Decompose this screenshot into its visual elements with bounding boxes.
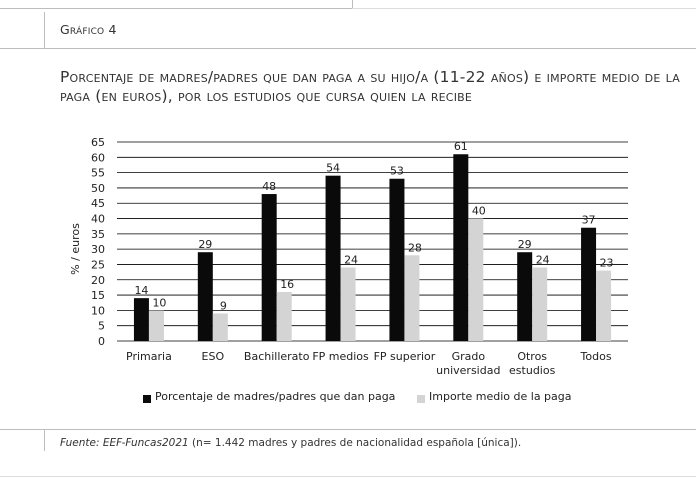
y-tick-label: 20 bbox=[91, 274, 105, 287]
legend-item-series2: Importe medio de la paga bbox=[417, 390, 572, 403]
data-label-series2: 9 bbox=[220, 299, 227, 312]
y-tick-label: 25 bbox=[91, 258, 105, 271]
y-tick-label: 50 bbox=[91, 182, 105, 195]
bar-series2 bbox=[596, 270, 612, 341]
x-tick-label: estudios bbox=[509, 364, 556, 377]
legend: Porcentaje de madres/padres que dan paga… bbox=[0, 390, 696, 408]
x-tick-label: Todos bbox=[580, 350, 612, 363]
footer-rule bbox=[0, 429, 696, 430]
y-tick-label: 15 bbox=[91, 289, 105, 302]
chart-title: Porcentaje de madres/padres que dan paga… bbox=[60, 68, 680, 105]
x-tick-label: ESO bbox=[202, 350, 225, 363]
data-label-series1: 54 bbox=[326, 162, 340, 175]
y-tick-label: 60 bbox=[91, 151, 105, 164]
bar-series1 bbox=[133, 298, 149, 341]
grid-lines bbox=[117, 141, 628, 342]
data-label-series1: 48 bbox=[262, 180, 276, 193]
bar-series1 bbox=[325, 175, 341, 341]
data-label-series1: 53 bbox=[390, 165, 404, 178]
data-label-series1: 29 bbox=[198, 238, 212, 251]
legend-swatch-series1 bbox=[143, 395, 151, 403]
y-tick-label: 0 bbox=[98, 335, 105, 348]
bar-series2 bbox=[468, 218, 484, 341]
source-text: (n= 1.442 madres y padres de nacionalida… bbox=[188, 437, 522, 449]
x-axis-ticks: Primaria ESO Bachillerato FP medios FP super… bbox=[126, 350, 612, 377]
x-tick-label: Primaria bbox=[126, 350, 172, 363]
source-note: Fuente: EEF-Funcas2021 (n= 1.442 madres … bbox=[60, 437, 521, 449]
bar-series1 bbox=[517, 252, 533, 341]
legend-label-series2: Importe medio de la paga bbox=[429, 390, 572, 403]
data-label-series2: 28 bbox=[408, 241, 422, 254]
y-tick-label: 65 bbox=[91, 136, 105, 149]
bar-series1 bbox=[453, 154, 469, 341]
top-rule-right bbox=[352, 8, 696, 9]
y-axis-ticks: 0 5 10 15 20 25 30 35 40 45 50 55 60 65 bbox=[91, 136, 105, 348]
header-rule bbox=[0, 48, 696, 49]
data-label-series2: 24 bbox=[536, 254, 550, 267]
bar-series2 bbox=[404, 255, 420, 341]
x-tick-label: Otros bbox=[517, 350, 547, 363]
top-divider-left bbox=[352, 0, 353, 8]
legend-item-series1: Porcentaje de madres/padres que dan paga bbox=[143, 390, 395, 403]
y-tick-label: 5 bbox=[98, 320, 105, 333]
bar-series2 bbox=[276, 292, 292, 341]
y-tick-label: 45 bbox=[91, 197, 105, 210]
x-tick-label: FP superior bbox=[374, 350, 436, 363]
bar-chart: 14 10 29 9 48 16 54 24 53 28 61 40 29 24 37 23 0 5 10 15 20… bbox=[69, 136, 628, 377]
data-label-series2: 40 bbox=[472, 205, 486, 218]
data-label-series2: 10 bbox=[152, 296, 166, 309]
bar-series2 bbox=[532, 267, 548, 341]
x-tick-label: FP medios bbox=[312, 350, 369, 363]
data-labels: 14 10 29 9 48 16 54 24 53 28 61 40 29 24 37 23 bbox=[134, 140, 613, 312]
y-tick-label: 40 bbox=[91, 213, 105, 226]
source-label: Fuente: EEF-Funcas2021 bbox=[60, 437, 189, 449]
x-tick-label: Grado bbox=[452, 350, 486, 363]
bars bbox=[133, 154, 612, 341]
figure-label: Gráfico 4 bbox=[60, 22, 117, 37]
y-tick-label: 35 bbox=[91, 228, 105, 241]
bar-series1 bbox=[389, 178, 405, 341]
data-label-series1: 37 bbox=[582, 214, 596, 227]
legend-label-series1: Porcentaje de madres/padres que dan paga bbox=[155, 390, 396, 403]
y-axis-label: % / euros bbox=[69, 223, 82, 275]
data-label-series1: 14 bbox=[134, 284, 148, 297]
data-label-series2: 23 bbox=[600, 257, 614, 270]
x-tick-label: universidad bbox=[436, 364, 500, 377]
bar-series2 bbox=[148, 310, 164, 341]
footer-divider bbox=[44, 429, 45, 451]
bar-series1 bbox=[581, 227, 597, 341]
bar-series1 bbox=[261, 194, 277, 341]
data-label-series2: 24 bbox=[344, 254, 358, 267]
y-tick-label: 30 bbox=[91, 243, 105, 256]
legend-swatch-series2 bbox=[417, 395, 425, 403]
x-tick-label: Bachillerato bbox=[244, 350, 310, 363]
bottom-rule bbox=[0, 476, 696, 477]
y-tick-label: 55 bbox=[91, 167, 105, 180]
y-tick-label: 10 bbox=[91, 304, 105, 317]
data-label-series1: 29 bbox=[518, 238, 532, 251]
bar-series2 bbox=[212, 313, 228, 341]
top-rule-left bbox=[0, 8, 352, 9]
data-label-series1: 61 bbox=[454, 140, 468, 153]
header-divider bbox=[44, 12, 45, 48]
bar-series2 bbox=[340, 267, 356, 341]
data-label-series2: 16 bbox=[280, 278, 294, 291]
bar-series1 bbox=[197, 252, 213, 341]
